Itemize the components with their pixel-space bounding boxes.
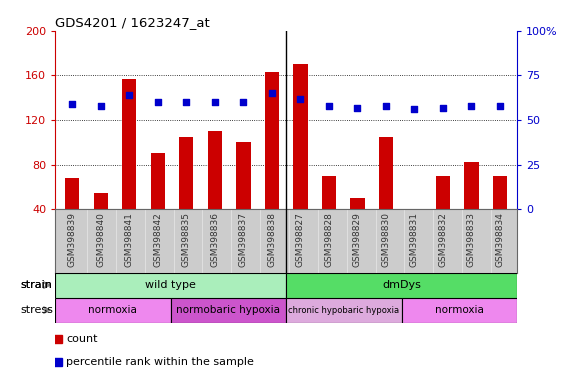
Text: GSM398830: GSM398830 [382, 212, 390, 267]
Point [438, 104, 447, 111]
Bar [436, 176, 450, 254]
Point [324, 103, 333, 109]
Text: normoxia: normoxia [435, 305, 484, 315]
Text: GSM398831: GSM398831 [410, 212, 419, 267]
Bar [464, 162, 479, 254]
Bar [379, 137, 393, 254]
Text: normoxia: normoxia [88, 305, 137, 315]
Text: GSM398842: GSM398842 [153, 212, 162, 267]
Text: GSM398839: GSM398839 [68, 212, 77, 267]
Point [381, 103, 390, 109]
Text: GSM398834: GSM398834 [496, 212, 504, 267]
Bar [401, 298, 517, 323]
Point [182, 99, 191, 105]
Text: normobaric hypoxia: normobaric hypoxia [177, 305, 281, 315]
Text: GSM398827: GSM398827 [296, 212, 305, 267]
Bar [407, 212, 422, 254]
Bar [171, 298, 286, 323]
Point [496, 103, 505, 109]
Text: percentile rank within the sample: percentile rank within the sample [66, 358, 254, 367]
Point [239, 99, 248, 105]
Bar [122, 79, 137, 254]
Text: stress: stress [20, 305, 53, 315]
Text: GSM398837: GSM398837 [239, 212, 248, 267]
Bar [236, 142, 250, 254]
Bar [265, 72, 279, 254]
Bar [65, 178, 80, 254]
Bar [493, 176, 507, 254]
Text: GSM398838: GSM398838 [267, 212, 277, 267]
Bar [350, 198, 364, 254]
Bar [208, 131, 222, 254]
Point [410, 106, 419, 113]
Bar [293, 64, 307, 254]
Text: GSM398836: GSM398836 [210, 212, 220, 267]
Text: strain: strain [20, 280, 52, 290]
Bar [179, 137, 193, 254]
Bar [55, 273, 286, 298]
Point [353, 104, 362, 111]
Text: GSM398833: GSM398833 [467, 212, 476, 267]
Bar [322, 176, 336, 254]
Point [153, 99, 163, 105]
Bar [286, 273, 517, 298]
Bar [55, 298, 171, 323]
Point [125, 92, 134, 98]
Point [267, 90, 277, 96]
Text: GSM398832: GSM398832 [439, 212, 447, 267]
Bar [286, 298, 401, 323]
Text: GSM398829: GSM398829 [353, 212, 362, 267]
Text: strain: strain [20, 280, 52, 290]
Bar [94, 192, 108, 254]
Text: GDS4201 / 1623247_at: GDS4201 / 1623247_at [55, 16, 210, 29]
Text: GSM398840: GSM398840 [96, 212, 105, 267]
Text: count: count [66, 334, 98, 344]
Text: GSM398835: GSM398835 [182, 212, 191, 267]
Point [96, 103, 106, 109]
Point [67, 101, 77, 107]
Text: GSM398841: GSM398841 [125, 212, 134, 267]
Text: chronic hypobaric hypoxia: chronic hypobaric hypoxia [288, 306, 400, 314]
Bar [150, 154, 165, 254]
Text: dmDys: dmDys [382, 280, 421, 290]
Text: GSM398828: GSM398828 [324, 212, 333, 267]
Point [296, 96, 305, 102]
Text: wild type: wild type [145, 280, 196, 290]
Point [210, 99, 220, 105]
Point [467, 103, 476, 109]
